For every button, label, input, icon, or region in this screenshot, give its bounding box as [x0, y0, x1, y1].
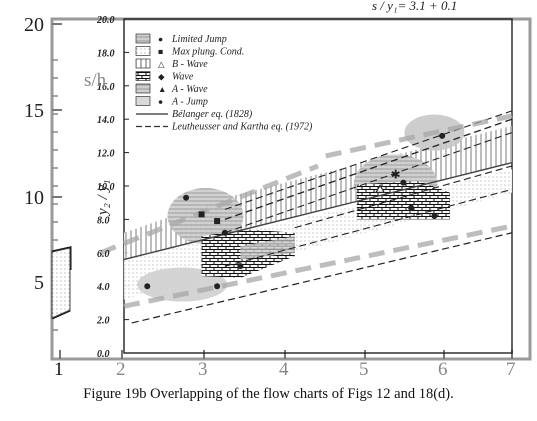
- inner-y-tick-label: 10.0: [97, 182, 115, 193]
- top-partial-annotation: s / y₁= 3.1 + 0.1: [372, 0, 457, 13]
- outer-x-tick-label: 3: [198, 359, 208, 380]
- leutheusser-line-upper-2: [224, 110, 513, 210]
- legend-label: A - Jump: [171, 97, 208, 108]
- point-circle: [431, 213, 438, 220]
- outer-y-tick-label: 20: [24, 14, 44, 36]
- point-square: [214, 218, 221, 225]
- legend-swatch: [135, 46, 151, 56]
- point-circle: [408, 204, 415, 211]
- left-edge-sketch-fill: [51, 247, 71, 319]
- belanger-line: [123, 161, 513, 261]
- legend-label: Leutheusser and Kartha eq. (1972): [171, 122, 313, 133]
- inner-y-tick-label: 20.0: [96, 15, 115, 26]
- leutheusser-line-upper: [224, 118, 513, 221]
- legend: ● Limited Jump ■ Max plung. Cond. △ B - Wave ◆…: [135, 33, 313, 133]
- leutheusser-line-mid: [294, 165, 513, 229]
- point-circle: [183, 194, 190, 201]
- point-circle: [439, 132, 446, 139]
- outer-x-tick-label: 7: [506, 359, 516, 380]
- legend-label: Max plung. Cond.: [171, 47, 244, 58]
- point-circle: [237, 263, 244, 270]
- leutheusser-line-upper-3: [224, 132, 513, 234]
- inner-y-tick-label: 16.0: [97, 82, 115, 93]
- outer-y-tick-label: 10: [24, 187, 44, 209]
- legend-marker: ▲: [158, 84, 166, 94]
- figure-caption: Figure 19b Overlapping of the flow chart…: [83, 386, 454, 402]
- legend-swatch: [135, 83, 151, 94]
- point-circle: [400, 179, 407, 186]
- inner-y-ticks: 0.0 2.0 4.0 6.0 8.0 10.0 12.0 14.0 16.0 18.0 20.0: [96, 15, 115, 360]
- outer-dashed-line-3: [325, 113, 513, 159]
- outer-x-tick-label: 5: [359, 359, 369, 380]
- legend-marker: ●: [158, 34, 163, 44]
- leutheusser-line-mid-2: [224, 188, 513, 267]
- region-shading: [124, 114, 512, 302]
- legend-label: Wave: [172, 72, 194, 83]
- region-a-wave: [240, 236, 295, 260]
- legend-swatch: [135, 58, 151, 69]
- inner-y-tick-label: 18.0: [97, 48, 115, 59]
- legend-swatch: [135, 33, 151, 44]
- legend-label: Bélanger eq. (1828): [172, 109, 253, 120]
- point-circle: [144, 283, 151, 290]
- legend-label: B - Wave: [172, 59, 208, 70]
- inner-y-tick-label: 0.0: [97, 349, 110, 360]
- legend-swatch: [135, 96, 151, 106]
- outer-x-tick-label: 6: [438, 359, 448, 380]
- equation-lines: [99, 110, 513, 324]
- legend-marker: △: [158, 59, 165, 69]
- outer-dashed-line-2: [123, 223, 513, 309]
- inner-y-tick-label: 2.0: [96, 316, 110, 327]
- outer-y-tick-label: 15: [24, 100, 44, 122]
- legend-label: A - Wave: [171, 84, 208, 95]
- point-square: [198, 211, 205, 218]
- outer-y-tick-label: 5: [34, 272, 44, 294]
- inner-y-tick-label: 6.0: [97, 249, 110, 260]
- legend-swatch: [135, 71, 151, 81]
- legend-marker: ●: [158, 97, 163, 107]
- outer-x-tick-label: 1: [54, 359, 64, 380]
- inner-y-tick-label: 8.0: [97, 215, 110, 226]
- outer-x-tick-label: 2: [116, 359, 126, 380]
- point-triangle: [375, 184, 386, 193]
- legend-label: Limited Jump: [171, 34, 227, 45]
- point-star: ✱: [391, 167, 401, 181]
- inner-y-label: y₂ / y₁: [95, 180, 111, 217]
- leutheusser-line-lower: [131, 232, 513, 324]
- legend-marker: ■: [158, 47, 163, 57]
- outer-dashed-line-1: [99, 163, 319, 256]
- data-points: ✱: [144, 132, 446, 290]
- legend-marker: ◆: [158, 72, 165, 82]
- outer-y-label: s/h: [84, 70, 107, 91]
- inner-y-tick-label: 4.0: [96, 282, 110, 293]
- point-circle: [214, 283, 221, 290]
- inner-y-tick-label: 12.0: [97, 149, 115, 160]
- outer-x-tick-label: 4: [279, 359, 289, 380]
- inner-y-tick-label: 14.0: [97, 115, 115, 126]
- point-circle: [221, 229, 228, 236]
